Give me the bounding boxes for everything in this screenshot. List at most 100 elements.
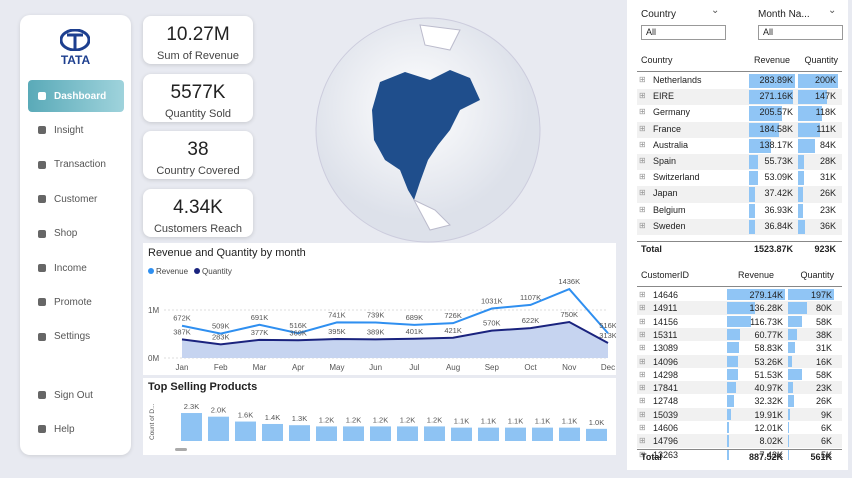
cell-value: 19.91K xyxy=(754,409,783,420)
y-tick-label: 0M xyxy=(148,354,159,363)
kpi-value: 5577K xyxy=(170,81,226,103)
data-bar xyxy=(788,315,802,327)
cell-value: 36.84K xyxy=(764,220,793,231)
expand-icon: ⊞ xyxy=(639,316,646,326)
nav-item[interactable]: Customer xyxy=(28,183,124,215)
total-cell: 923K xyxy=(814,244,836,254)
cell-value: 136.28K xyxy=(749,303,783,314)
cell-value: 147K xyxy=(814,91,836,102)
total-cell: 561K xyxy=(810,452,832,462)
row-bg xyxy=(637,186,842,203)
cell-value: 38K xyxy=(815,329,832,340)
cell-value: 8.02K xyxy=(759,436,783,447)
nav-item[interactable]: Help xyxy=(28,413,124,445)
data-bar xyxy=(788,302,807,314)
cell-value: 283.89K xyxy=(759,75,793,85)
data-label: 1.1K xyxy=(562,417,577,426)
legend-marker xyxy=(194,268,201,274)
cell-value: 23K xyxy=(815,383,832,394)
data-label: 389K xyxy=(367,327,385,336)
data-label: 395K xyxy=(328,327,346,336)
nav-item[interactable]: Income xyxy=(28,252,124,284)
cell-value: 55.73K xyxy=(764,156,793,166)
column-header: Quantity xyxy=(804,55,838,65)
data-label: 283K xyxy=(212,332,230,341)
nav-item[interactable]: Promote xyxy=(28,286,124,318)
legend-label: Quantity xyxy=(202,267,232,276)
row-label: Japan xyxy=(653,188,678,199)
row-bg xyxy=(637,434,842,448)
x-tick-label: Aug xyxy=(446,363,460,372)
x-tick-label: Dec xyxy=(601,363,615,372)
kpi-label: Quantity Sold xyxy=(164,107,232,120)
expand-icon: ⊞ xyxy=(639,172,646,182)
data-bar xyxy=(798,122,821,137)
cell-value: 6K xyxy=(820,436,832,447)
row-label: 14298 xyxy=(653,369,679,380)
row-label: 17841 xyxy=(653,383,679,394)
kpi-value: 10.27M xyxy=(166,24,230,45)
data-label: 516K xyxy=(599,321,616,330)
data-label: 570K xyxy=(483,319,501,328)
cell-value: 36K xyxy=(819,220,836,231)
data-bar xyxy=(727,368,738,381)
column-header: CustomerID xyxy=(641,270,690,280)
expand-icon: ⊞ xyxy=(639,91,646,101)
nav-item[interactable]: Dashboard xyxy=(28,80,124,112)
data-bar xyxy=(749,90,793,105)
data-bar xyxy=(798,138,815,153)
nav-label: Insight xyxy=(54,124,84,136)
cell-value: 26K xyxy=(815,396,832,407)
cell-value: 279.14K xyxy=(749,290,783,300)
kpi-value: 38 xyxy=(187,139,209,160)
nav-icon xyxy=(38,229,46,238)
data-label: 1.2K xyxy=(373,415,388,424)
data-bar xyxy=(727,395,734,407)
row-label: 14911 xyxy=(653,303,678,314)
data-bar xyxy=(788,395,795,407)
row-label: Spain xyxy=(653,156,677,166)
nav-item[interactable]: Shop xyxy=(28,218,124,250)
nav-item[interactable]: Sign Out xyxy=(28,379,124,411)
kpi-card: 4.34K Customers Reach xyxy=(143,188,253,237)
nav-icon xyxy=(38,126,46,135)
sidebar: TATA Dashboard Insight Transaction Customer… xyxy=(20,15,131,455)
bar xyxy=(316,426,337,441)
nav-icon xyxy=(38,195,46,204)
x-tick-label: Oct xyxy=(524,363,537,372)
nav-item[interactable]: Insight xyxy=(28,114,124,146)
data-label: 672K xyxy=(173,314,191,323)
cell-value: 16K xyxy=(815,356,832,367)
data-bar xyxy=(727,355,739,367)
data-bar xyxy=(798,187,804,202)
nav-item[interactable]: Settings xyxy=(28,321,124,353)
row-label: Belgium xyxy=(653,204,686,215)
data-bar xyxy=(788,355,792,367)
expand-icon: ⊞ xyxy=(639,107,646,117)
cell-value: 32.32K xyxy=(754,396,783,407)
column-header: Country xyxy=(641,55,673,65)
row-label: 14606 xyxy=(653,423,679,433)
kpi-card: 38 Country Covered xyxy=(143,131,253,179)
row-label: Australia xyxy=(653,139,689,150)
data-bar xyxy=(727,315,752,327)
data-bar xyxy=(727,289,785,301)
scrollbar xyxy=(175,448,187,451)
nav-item[interactable]: Transaction xyxy=(28,149,124,181)
cell-value: 197K xyxy=(810,290,832,300)
column-header: Quantity xyxy=(800,270,834,280)
bar xyxy=(235,421,256,441)
cell-value: 80K xyxy=(815,303,832,314)
data-bar xyxy=(749,74,795,89)
bar xyxy=(559,427,580,441)
nav-label: Income xyxy=(54,262,87,274)
filter-dropdown[interactable]: All xyxy=(641,25,726,40)
cell-value: 58K xyxy=(815,316,832,327)
nav-label: Promote xyxy=(54,296,92,308)
chart-title: Revenue and Quantity by month xyxy=(148,247,306,259)
filter-label: Month Na... xyxy=(758,9,810,20)
column-header: Revenue xyxy=(737,270,775,280)
filter-dropdown[interactable]: All xyxy=(758,25,843,40)
filter-label: Country xyxy=(641,9,677,20)
data-bar xyxy=(749,155,759,170)
